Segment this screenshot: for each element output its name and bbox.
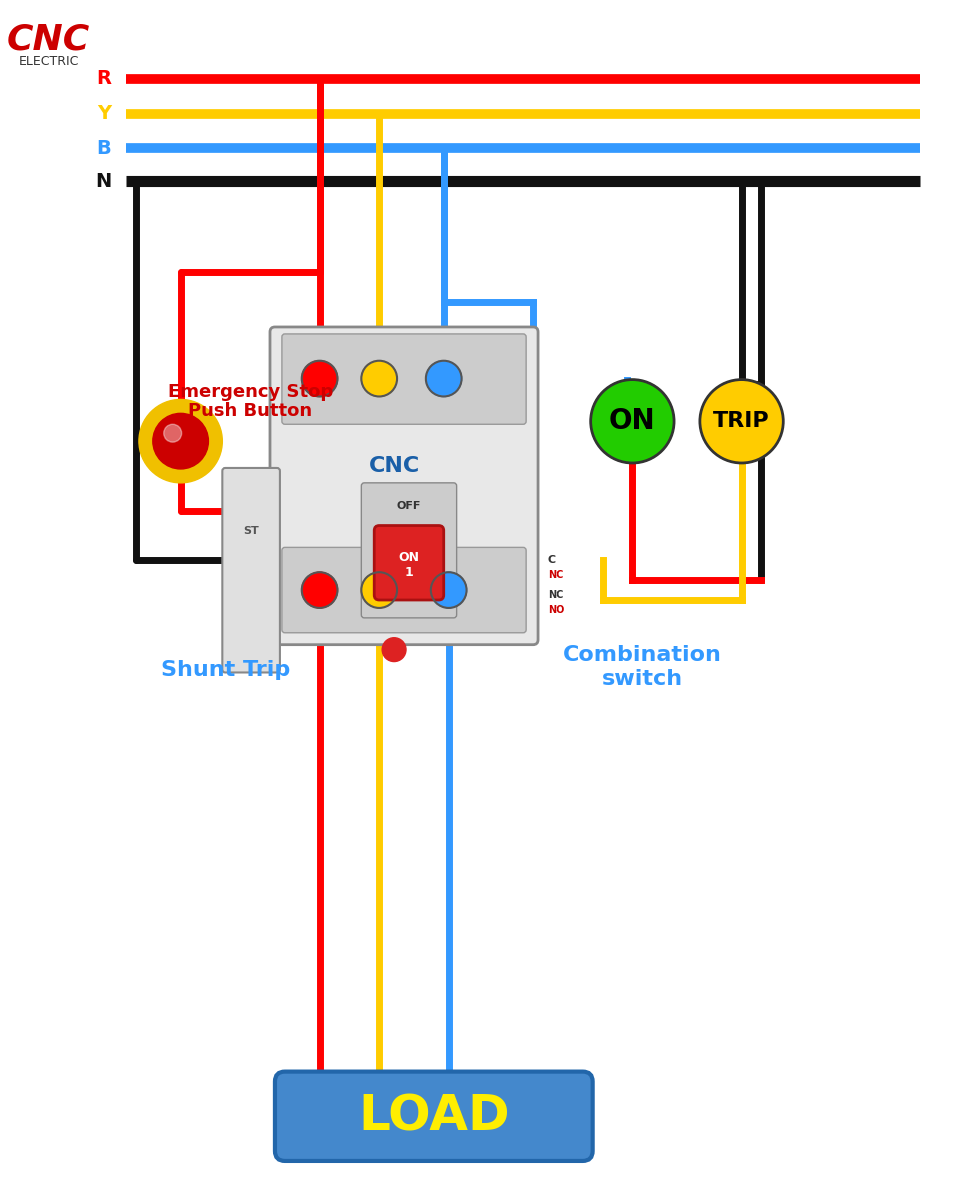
Text: C: C (548, 556, 556, 565)
Text: R: R (96, 70, 111, 89)
Circle shape (700, 379, 783, 463)
Circle shape (431, 572, 467, 608)
Text: ELECTRIC: ELECTRIC (18, 55, 79, 68)
Circle shape (361, 572, 397, 608)
Circle shape (301, 361, 338, 396)
Circle shape (426, 361, 462, 396)
Circle shape (153, 413, 208, 469)
Text: CNC: CNC (369, 456, 420, 476)
FancyBboxPatch shape (270, 326, 538, 644)
Text: B: B (96, 139, 111, 157)
Circle shape (590, 379, 674, 463)
Circle shape (382, 637, 406, 661)
Text: LOAD: LOAD (358, 1092, 510, 1140)
Text: ON
1: ON 1 (398, 551, 420, 580)
Text: TRIP: TRIP (713, 412, 770, 431)
Text: Push Button: Push Button (188, 402, 312, 420)
FancyBboxPatch shape (282, 334, 526, 425)
Text: CNC: CNC (7, 22, 90, 56)
Text: NC: NC (548, 590, 564, 600)
FancyBboxPatch shape (374, 526, 444, 600)
Text: switch: switch (602, 670, 683, 690)
Circle shape (361, 361, 397, 396)
Text: NC: NC (548, 570, 564, 580)
Circle shape (139, 400, 223, 482)
Text: ST: ST (243, 526, 259, 535)
Text: Emergency Stop: Emergency Stop (167, 383, 333, 401)
Text: Y: Y (97, 104, 111, 124)
FancyBboxPatch shape (223, 468, 280, 672)
Text: ON: ON (609, 407, 656, 436)
FancyBboxPatch shape (282, 547, 526, 632)
Text: Combination: Combination (563, 644, 722, 665)
Circle shape (301, 572, 338, 608)
FancyBboxPatch shape (275, 1072, 592, 1160)
Text: Shunt Trip: Shunt Trip (160, 660, 290, 679)
FancyBboxPatch shape (361, 482, 457, 618)
Text: NO: NO (548, 605, 564, 614)
Text: OFF: OFF (396, 500, 421, 511)
Circle shape (164, 425, 181, 442)
Text: N: N (95, 172, 111, 191)
